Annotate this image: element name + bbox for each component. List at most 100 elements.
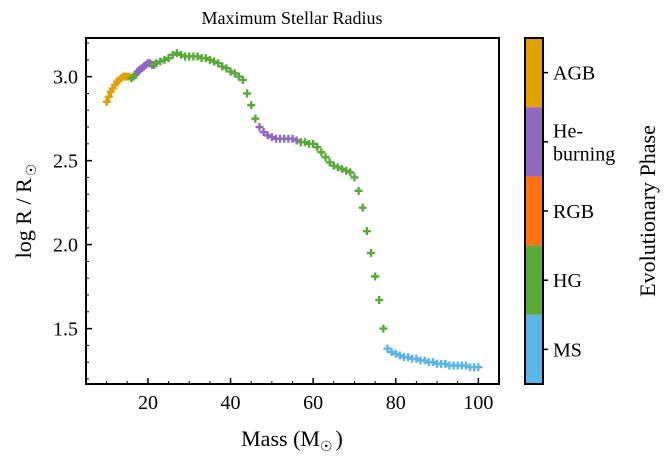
colorbar-ticks: MS HG RGB He-burning AGB bbox=[543, 63, 615, 361]
data-point bbox=[379, 324, 388, 333]
data-point bbox=[474, 363, 483, 372]
data-point bbox=[321, 153, 330, 162]
data-point bbox=[317, 148, 326, 157]
colorbar-segment bbox=[525, 38, 543, 108]
x-axis-label-main: Mass (M bbox=[241, 426, 320, 451]
data-point bbox=[164, 54, 173, 63]
data-point bbox=[375, 296, 384, 305]
data-point bbox=[333, 163, 342, 172]
data-point bbox=[420, 356, 429, 365]
colorbar-tick-label: He-burning bbox=[553, 120, 615, 165]
data-point bbox=[201, 54, 210, 63]
data-point bbox=[391, 349, 400, 358]
colorbar: MS HG RGB He-burning AGB Evolutionary Phase bbox=[524, 37, 660, 385]
y-axis: 1.5 2.0 2.5 3.0 bbox=[53, 42, 92, 380]
x-tick-label: 60 bbox=[303, 392, 323, 414]
data-point bbox=[309, 139, 318, 148]
data-point bbox=[247, 101, 256, 110]
data-point bbox=[222, 64, 231, 73]
data-point bbox=[168, 50, 177, 59]
colorbar-title: Evolutionary Phase bbox=[635, 125, 660, 297]
colorbar-tick-label-line: RGB bbox=[553, 201, 594, 223]
data-point bbox=[329, 161, 338, 170]
data-point bbox=[362, 227, 371, 236]
data-point bbox=[412, 354, 421, 363]
data-point bbox=[358, 203, 367, 212]
data-point bbox=[338, 165, 347, 174]
data-point bbox=[230, 69, 239, 78]
colorbar-segment bbox=[525, 107, 543, 177]
data-point bbox=[205, 55, 214, 64]
data-point bbox=[292, 136, 301, 145]
data-point bbox=[176, 50, 185, 59]
colorbar-tick-label: MS bbox=[553, 339, 582, 361]
data-point bbox=[172, 49, 181, 58]
data-point bbox=[251, 114, 260, 123]
colorbar-tick-label-line: AGB bbox=[553, 63, 595, 85]
data-point bbox=[346, 168, 355, 177]
x-axis-label-sun-symbol: ☉ bbox=[320, 440, 333, 455]
data-point bbox=[160, 55, 169, 64]
x-tick-label: 20 bbox=[138, 392, 158, 414]
y-axis-label: log R / R☉ bbox=[11, 164, 40, 259]
data-point bbox=[243, 89, 252, 98]
chart-title: Maximum Stellar Radius bbox=[202, 8, 383, 28]
colorbar-segment bbox=[525, 314, 543, 384]
x-axis-label-close: ) bbox=[336, 426, 343, 451]
data-point bbox=[441, 359, 450, 368]
data-point bbox=[255, 123, 264, 132]
data-point bbox=[350, 173, 359, 182]
data-point bbox=[156, 57, 165, 66]
data-point bbox=[366, 248, 375, 257]
x-tick-label: 100 bbox=[463, 392, 493, 414]
colorbar-tick-label-line: He- bbox=[553, 120, 583, 142]
data-point bbox=[461, 361, 470, 370]
colorbar-segment bbox=[525, 245, 543, 315]
plot-area: 20 40 60 80 100 1.5 2.0 2.5 3.0 bbox=[53, 37, 500, 414]
x-tick-label: 80 bbox=[386, 392, 406, 414]
data-point bbox=[210, 57, 219, 66]
data-point bbox=[383, 344, 392, 353]
y-tick-label: 2.5 bbox=[53, 151, 78, 173]
y-axis-label-main: log R / R bbox=[11, 178, 36, 258]
data-point bbox=[325, 158, 334, 167]
data-point bbox=[102, 97, 111, 106]
data-point bbox=[259, 128, 268, 137]
data-points bbox=[102, 49, 483, 372]
data-point bbox=[371, 272, 380, 281]
data-point bbox=[104, 92, 113, 101]
data-point bbox=[300, 138, 309, 147]
colorbar-tick-label-line: MS bbox=[553, 339, 582, 361]
data-point bbox=[226, 67, 235, 76]
colorbar-segments bbox=[525, 38, 543, 384]
colorbar-tick-label: RGB bbox=[553, 201, 594, 223]
data-point bbox=[395, 351, 404, 360]
colorbar-tick-label: HG bbox=[553, 270, 582, 292]
colorbar-segment bbox=[525, 176, 543, 246]
x-axis-label: Mass (M☉) bbox=[241, 426, 343, 455]
data-point bbox=[214, 59, 223, 68]
data-point bbox=[404, 353, 413, 362]
y-tick-label: 3.0 bbox=[53, 67, 78, 89]
y-axis-label-sun-symbol: ☉ bbox=[25, 164, 40, 177]
x-axis: 20 40 60 80 100 bbox=[106, 378, 493, 414]
data-point bbox=[193, 52, 202, 61]
data-point bbox=[218, 62, 227, 71]
x-tick-label: 40 bbox=[221, 392, 241, 414]
data-point bbox=[263, 131, 272, 140]
data-point bbox=[152, 59, 161, 68]
y-tick-label: 2.0 bbox=[53, 235, 78, 257]
data-point bbox=[428, 358, 437, 367]
data-point bbox=[234, 72, 243, 81]
colorbar-tick-label: AGB bbox=[553, 63, 595, 85]
data-point bbox=[342, 166, 351, 175]
data-point bbox=[267, 133, 276, 142]
data-point bbox=[387, 348, 396, 357]
colorbar-tick-label-line: HG bbox=[553, 270, 582, 292]
y-tick-label: 1.5 bbox=[53, 319, 78, 341]
plot-frame bbox=[85, 37, 500, 385]
data-point bbox=[313, 143, 322, 152]
colorbar-tick-label-line: burning bbox=[553, 143, 615, 165]
data-point bbox=[354, 186, 363, 195]
